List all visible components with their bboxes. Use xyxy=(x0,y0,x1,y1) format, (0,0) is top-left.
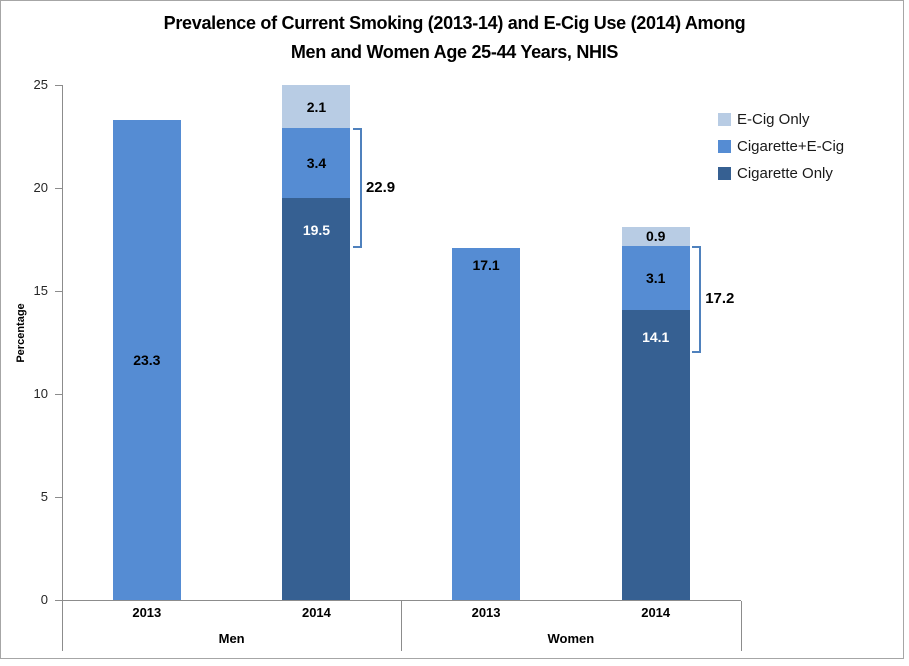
x-axis-line xyxy=(62,600,741,601)
group-separator xyxy=(62,601,63,651)
category-label: 2014 xyxy=(641,605,671,620)
y-tick-mark xyxy=(55,85,62,86)
legend-swatch xyxy=(718,167,731,180)
bracket-arm-top xyxy=(692,245,701,248)
bar-segment xyxy=(621,245,690,310)
bracket-arm-top xyxy=(352,128,361,131)
bar-value-label: 0.9 xyxy=(645,228,666,245)
bar-segment xyxy=(112,120,181,600)
group-separator xyxy=(740,601,742,651)
legend-label: Cigarette+E-Cig xyxy=(737,138,845,155)
group-label: Men xyxy=(218,631,245,646)
bracket-line xyxy=(359,128,362,248)
bar-value-label: 19.5 xyxy=(302,222,331,239)
legend-swatch xyxy=(718,140,731,153)
bar-value-label: 2.1 xyxy=(306,98,327,115)
bracket-value-label: 22.9 xyxy=(365,179,396,196)
legend-label: Cigarette Only xyxy=(737,165,833,182)
bar-value-label: 14.1 xyxy=(642,328,670,345)
bar-value-label: 3.1 xyxy=(645,269,666,286)
chart-title-line2: Men and Women Age 25-44 Years, NHIS xyxy=(290,42,619,62)
legend-item: Cigarette+E-Cig xyxy=(718,133,844,160)
bracket-line xyxy=(699,245,702,353)
y-tick-label: 5 xyxy=(40,489,48,504)
bracket-arm-bottom xyxy=(692,350,701,353)
bar-segment xyxy=(282,85,351,129)
chart-title: Prevalence of Current Smoking (2013-14) … xyxy=(10,9,899,67)
y-tick-mark xyxy=(55,600,62,601)
bar-segment xyxy=(282,198,351,600)
bar-segment xyxy=(282,128,351,199)
bar-segment xyxy=(621,309,690,600)
category-label: 2014 xyxy=(301,605,331,620)
y-tick-label: 0 xyxy=(40,592,48,607)
bar-value-label: 17.1 xyxy=(472,256,500,273)
bracket-arm-bottom xyxy=(352,245,361,248)
bar-value-label: 23.3 xyxy=(133,352,161,368)
y-tick-mark xyxy=(55,188,62,189)
bar-value-label: 3.4 xyxy=(306,155,327,172)
y-tick-mark xyxy=(55,291,62,292)
category-label: 2013 xyxy=(471,605,501,620)
y-tick-label: 25 xyxy=(33,77,48,92)
category-label: 2013 xyxy=(132,605,162,620)
y-axis-line xyxy=(62,85,63,600)
legend: E-Cig Only Cigarette+E-Cig Cigarette Only xyxy=(718,106,844,187)
bracket-value-label: 17.2 xyxy=(705,290,735,308)
legend-item: E-Cig Only xyxy=(718,106,844,133)
y-tick-label: 20 xyxy=(33,180,48,195)
chart-title-line1: Prevalence of Current Smoking (2013-14) … xyxy=(163,13,746,33)
legend-swatch xyxy=(718,113,731,126)
y-tick-label: 10 xyxy=(33,386,48,401)
group-label: Women xyxy=(547,631,595,646)
bar-segment xyxy=(621,227,690,246)
y-tick-mark xyxy=(55,394,62,395)
legend-label: E-Cig Only xyxy=(737,111,810,128)
y-axis-title: Percentage xyxy=(15,303,27,363)
group-separator xyxy=(401,601,403,651)
y-tick-label: 15 xyxy=(33,283,48,298)
bar-segment xyxy=(452,247,521,600)
y-tick-mark xyxy=(55,497,62,498)
legend-item: Cigarette Only xyxy=(718,160,844,187)
